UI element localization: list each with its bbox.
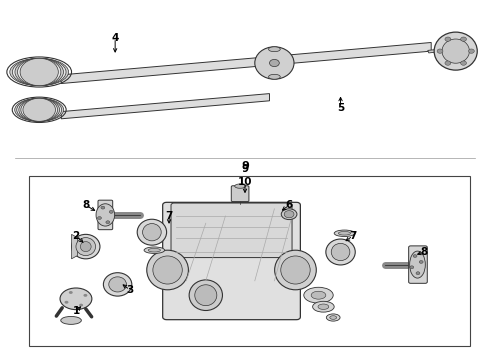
Text: 1: 1 xyxy=(73,306,79,316)
Circle shape xyxy=(79,304,83,307)
Ellipse shape xyxy=(330,316,337,319)
Circle shape xyxy=(413,255,417,257)
Ellipse shape xyxy=(15,98,64,121)
Ellipse shape xyxy=(281,209,297,220)
Circle shape xyxy=(83,294,87,297)
Ellipse shape xyxy=(304,287,333,303)
Circle shape xyxy=(101,206,105,209)
Ellipse shape xyxy=(80,242,91,252)
Ellipse shape xyxy=(23,98,55,121)
Polygon shape xyxy=(72,234,77,259)
Text: 9: 9 xyxy=(241,161,249,171)
Circle shape xyxy=(410,266,414,269)
Text: 4: 4 xyxy=(111,33,119,43)
Ellipse shape xyxy=(109,277,126,292)
Ellipse shape xyxy=(143,224,161,241)
Ellipse shape xyxy=(235,184,245,188)
Ellipse shape xyxy=(326,314,340,321)
Circle shape xyxy=(109,210,113,213)
Circle shape xyxy=(98,217,101,220)
Ellipse shape xyxy=(434,32,477,70)
Circle shape xyxy=(445,37,451,41)
Ellipse shape xyxy=(12,58,66,86)
Ellipse shape xyxy=(326,239,355,265)
FancyBboxPatch shape xyxy=(171,203,292,258)
Text: 8: 8 xyxy=(420,247,427,257)
Text: 6: 6 xyxy=(286,200,293,210)
Ellipse shape xyxy=(442,39,469,63)
Ellipse shape xyxy=(410,251,425,278)
Text: 3: 3 xyxy=(126,285,133,295)
Ellipse shape xyxy=(189,280,222,310)
Ellipse shape xyxy=(19,98,60,121)
Bar xyxy=(29,176,470,346)
Text: 9: 9 xyxy=(242,164,248,174)
FancyBboxPatch shape xyxy=(231,186,249,202)
Circle shape xyxy=(416,272,420,275)
Circle shape xyxy=(461,37,466,41)
Ellipse shape xyxy=(72,234,100,259)
Ellipse shape xyxy=(60,288,92,310)
Ellipse shape xyxy=(311,291,326,299)
Ellipse shape xyxy=(334,230,355,237)
Ellipse shape xyxy=(281,256,310,284)
Polygon shape xyxy=(61,42,431,84)
Ellipse shape xyxy=(137,219,167,245)
Polygon shape xyxy=(61,94,270,119)
Ellipse shape xyxy=(96,204,115,226)
Ellipse shape xyxy=(61,316,81,324)
Ellipse shape xyxy=(318,304,329,310)
Circle shape xyxy=(468,49,474,53)
Ellipse shape xyxy=(21,98,57,121)
Ellipse shape xyxy=(274,250,317,290)
Ellipse shape xyxy=(148,248,161,252)
Ellipse shape xyxy=(144,247,165,253)
Ellipse shape xyxy=(195,285,217,306)
Ellipse shape xyxy=(18,58,61,86)
Circle shape xyxy=(419,261,423,264)
Text: 7: 7 xyxy=(349,231,357,241)
Circle shape xyxy=(270,59,279,67)
Ellipse shape xyxy=(17,98,62,121)
Ellipse shape xyxy=(103,273,132,296)
Ellipse shape xyxy=(10,58,69,86)
Ellipse shape xyxy=(269,47,280,52)
Circle shape xyxy=(461,61,466,65)
Circle shape xyxy=(445,61,451,65)
FancyBboxPatch shape xyxy=(163,202,300,320)
FancyBboxPatch shape xyxy=(409,246,427,283)
Text: 2: 2 xyxy=(73,231,79,241)
Ellipse shape xyxy=(20,58,58,86)
Text: 5: 5 xyxy=(337,103,344,113)
Ellipse shape xyxy=(147,250,188,290)
FancyBboxPatch shape xyxy=(98,200,113,230)
Ellipse shape xyxy=(76,238,96,256)
Ellipse shape xyxy=(255,47,294,79)
Ellipse shape xyxy=(15,58,64,86)
Ellipse shape xyxy=(313,301,334,312)
Text: 7: 7 xyxy=(165,211,173,221)
Circle shape xyxy=(284,211,294,218)
Ellipse shape xyxy=(269,75,280,79)
Circle shape xyxy=(65,301,69,304)
Polygon shape xyxy=(428,49,446,53)
Ellipse shape xyxy=(338,231,350,235)
Text: 10: 10 xyxy=(238,177,252,187)
Text: 8: 8 xyxy=(82,200,89,210)
Circle shape xyxy=(106,221,110,224)
Ellipse shape xyxy=(153,256,182,284)
Ellipse shape xyxy=(331,243,350,261)
Circle shape xyxy=(69,291,73,294)
Circle shape xyxy=(437,49,443,53)
